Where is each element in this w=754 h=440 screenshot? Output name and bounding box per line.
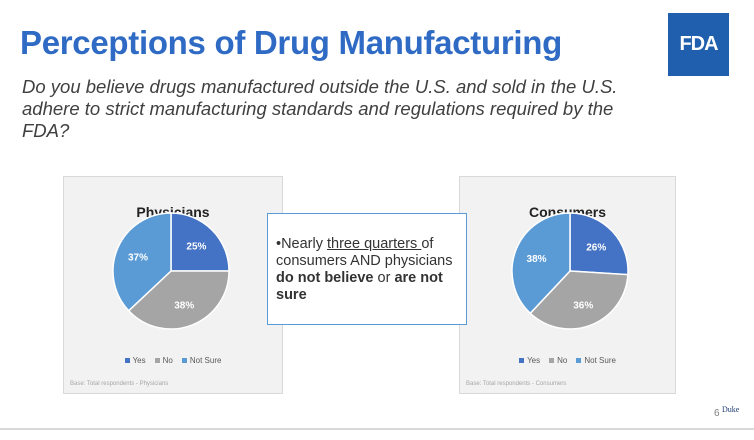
pie-label-no: 36% xyxy=(573,300,593,311)
footer-rule xyxy=(0,428,754,430)
legend-swatch-no xyxy=(154,358,160,363)
legend-swatch-not-sure xyxy=(181,358,187,363)
legend-swatch-yes xyxy=(124,358,130,363)
pie-label-no: 38% xyxy=(174,300,194,311)
legend-swatch-no xyxy=(549,358,555,363)
pie-slice-not-sure xyxy=(112,212,172,312)
base-note: Base: Total respondents - Physicians xyxy=(70,381,169,387)
chart-legend: Yes No Not Sure xyxy=(64,356,282,365)
legend-item-not-sure: Not Sure xyxy=(181,356,222,365)
pie-label-yes: 25% xyxy=(186,242,206,253)
legend-item-not-sure: Not Sure xyxy=(576,356,616,365)
pie-slice-yes xyxy=(569,212,629,276)
fda-logo: FDA xyxy=(668,13,729,76)
survey-question: Do you believe drugs manufactured outsid… xyxy=(22,76,618,141)
callout-part2: of consumers AND physicians xyxy=(276,236,453,269)
legend-swatch-not-sure xyxy=(576,358,582,363)
physicians-chart-panel: Physicians 25% 38% 37% Yes No Not Sure Bas… xyxy=(63,176,283,394)
callout-box: •Nearly three quarters of consumers AND … xyxy=(267,213,467,325)
duke-logo: Duke xyxy=(722,405,740,414)
pie-slice-yes xyxy=(170,212,230,272)
legend-swatch-yes xyxy=(519,358,525,363)
legend-item-no: No xyxy=(549,356,567,365)
legend-item-no: No xyxy=(154,356,173,365)
legend-item-yes: Yes xyxy=(124,356,146,365)
pie-slice-not-sure xyxy=(511,212,571,315)
pie-slice-no xyxy=(529,270,629,330)
consumers-pie-chart: 26% 36% 38% xyxy=(511,212,629,330)
legend-label-yes: Yes xyxy=(132,356,146,365)
pie-label-not-sure: 37% xyxy=(128,253,148,264)
legend-label-yes: Yes xyxy=(527,356,541,365)
consumers-chart-panel: Consumers 26% 36% 38% Yes No Not Sure Base… xyxy=(459,176,676,394)
callout-bold2: are not sure xyxy=(276,270,443,303)
callout-part3: or xyxy=(373,270,395,286)
legend-label-not-sure: Not Sure xyxy=(584,356,616,365)
callout-bold1: do not believe xyxy=(276,270,374,286)
callout-bullet: • xyxy=(276,236,282,252)
legend-label-not-sure: Not Sure xyxy=(189,356,222,365)
physicians-pie-chart: 25% 38% 37% xyxy=(112,212,230,330)
legend-label-no: No xyxy=(162,356,173,365)
callout-underlined: three quarters xyxy=(327,236,422,252)
legend-label-no: No xyxy=(557,356,568,365)
slide-title: Perceptions of Drug Manufacturing xyxy=(20,24,562,61)
pie-label-not-sure: 38% xyxy=(527,254,547,265)
page-number: 6 xyxy=(714,408,720,419)
pie-label-yes: 26% xyxy=(586,242,606,253)
callout-part1: Nearly xyxy=(281,236,328,252)
base-note: Base: Total respondents - Consumers xyxy=(466,381,567,387)
legend-item-yes: Yes xyxy=(519,356,540,365)
chart-legend: Yes No Not Sure xyxy=(460,356,675,365)
pie-slice-no xyxy=(127,270,230,330)
callout-text: •Nearly three quarters of consumers AND … xyxy=(276,236,466,304)
